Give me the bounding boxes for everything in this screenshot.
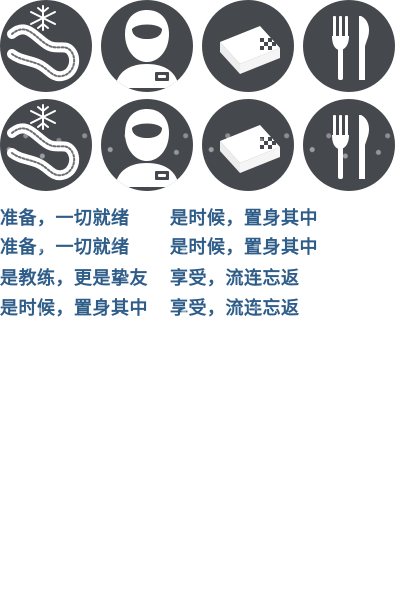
tagline-line-4-part-a: 是时候，置身其中 (0, 298, 148, 319)
tagline-line-2-part-a: 准备，一切就绪 (0, 237, 130, 258)
tagline-line-3-part-b: 享受，流连忘返 (170, 268, 300, 289)
icons-row-primary (0, 0, 400, 92)
tagline-line-1: 准备，一切就绪 是时候，置身其中 (0, 207, 400, 231)
icons-row-grunge (0, 99, 400, 191)
winter-track-icon (0, 0, 92, 92)
driver-helmet-grunge-icon (101, 99, 193, 191)
driver-helmet-icon (101, 0, 193, 92)
tagline-line-3: 是教练，更是挚友 享受，流连忘返 (0, 267, 400, 291)
finish-ticket-grunge-icon (202, 99, 294, 191)
tagline-line-1-part-b: 是时候，置身其中 (170, 208, 318, 229)
tagline-line-4-part-b: 享受，流连忘返 (170, 298, 300, 319)
tagline-line-3-part-a: 是教练，更是挚友 (0, 268, 148, 289)
winter-track-grunge-icon (0, 99, 92, 191)
restaurant-icon (303, 0, 395, 92)
tagline-line-2: 准备，一切就绪 是时候，置身其中 (0, 236, 400, 260)
tagline-line-4: 是时候，置身其中 享受，流连忘返 (0, 297, 400, 321)
tagline-line-2-part-b: 是时候，置身其中 (170, 237, 318, 258)
tagline-line-1-part-a: 准备，一切就绪 (0, 208, 130, 229)
restaurant-grunge-icon (303, 99, 395, 191)
finish-ticket-icon (202, 0, 294, 92)
